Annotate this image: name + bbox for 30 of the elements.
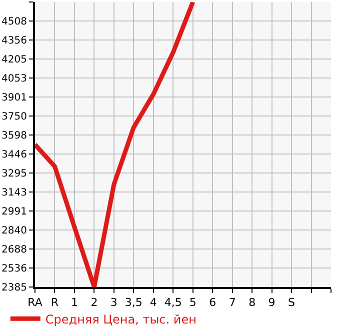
x-tick-label: R: [50, 296, 59, 310]
x-tick-label: 6: [209, 296, 216, 310]
y-tick-label: 4508: [2, 16, 27, 28]
x-tick-label: 9: [268, 296, 276, 310]
y-tick-label: 3446: [2, 150, 27, 161]
x-tick-label: 5: [189, 296, 196, 310]
y-tick-label: 2991: [2, 206, 27, 218]
y-tick-label: 4205: [2, 54, 27, 66]
y-tick-label: 4356: [2, 36, 27, 47]
x-tick-label: 4: [150, 296, 157, 310]
x-tick-label: S: [288, 296, 296, 310]
x-tick-label: 4,5: [164, 296, 182, 310]
x-tick-label: 1: [70, 296, 78, 310]
y-tick-label: 3598: [2, 130, 27, 142]
y-tick-label: 3750: [2, 112, 27, 122]
y-tick-label: 3295: [2, 168, 27, 180]
y-tick-label: 2536: [2, 264, 27, 275]
y-tick-label: 4053: [2, 74, 27, 85]
y-tick-label: 3143: [2, 188, 27, 199]
x-tick-label: 3,5: [124, 296, 142, 310]
x-tick-label: RA: [28, 296, 43, 310]
y-tick-label: 2385: [2, 282, 27, 294]
y-tick-label: 3901: [2, 92, 27, 104]
legend-label: Средняя Цена, тыс. йен: [45, 312, 196, 326]
x-tick-label: 8: [248, 296, 256, 310]
x-tick-label: 2: [90, 296, 98, 310]
y-tick-label: 2840: [2, 226, 27, 236]
x-tick-label: 7: [228, 296, 236, 310]
y-tick-label: 2688: [2, 244, 27, 256]
x-tick-label: 3: [110, 296, 118, 310]
